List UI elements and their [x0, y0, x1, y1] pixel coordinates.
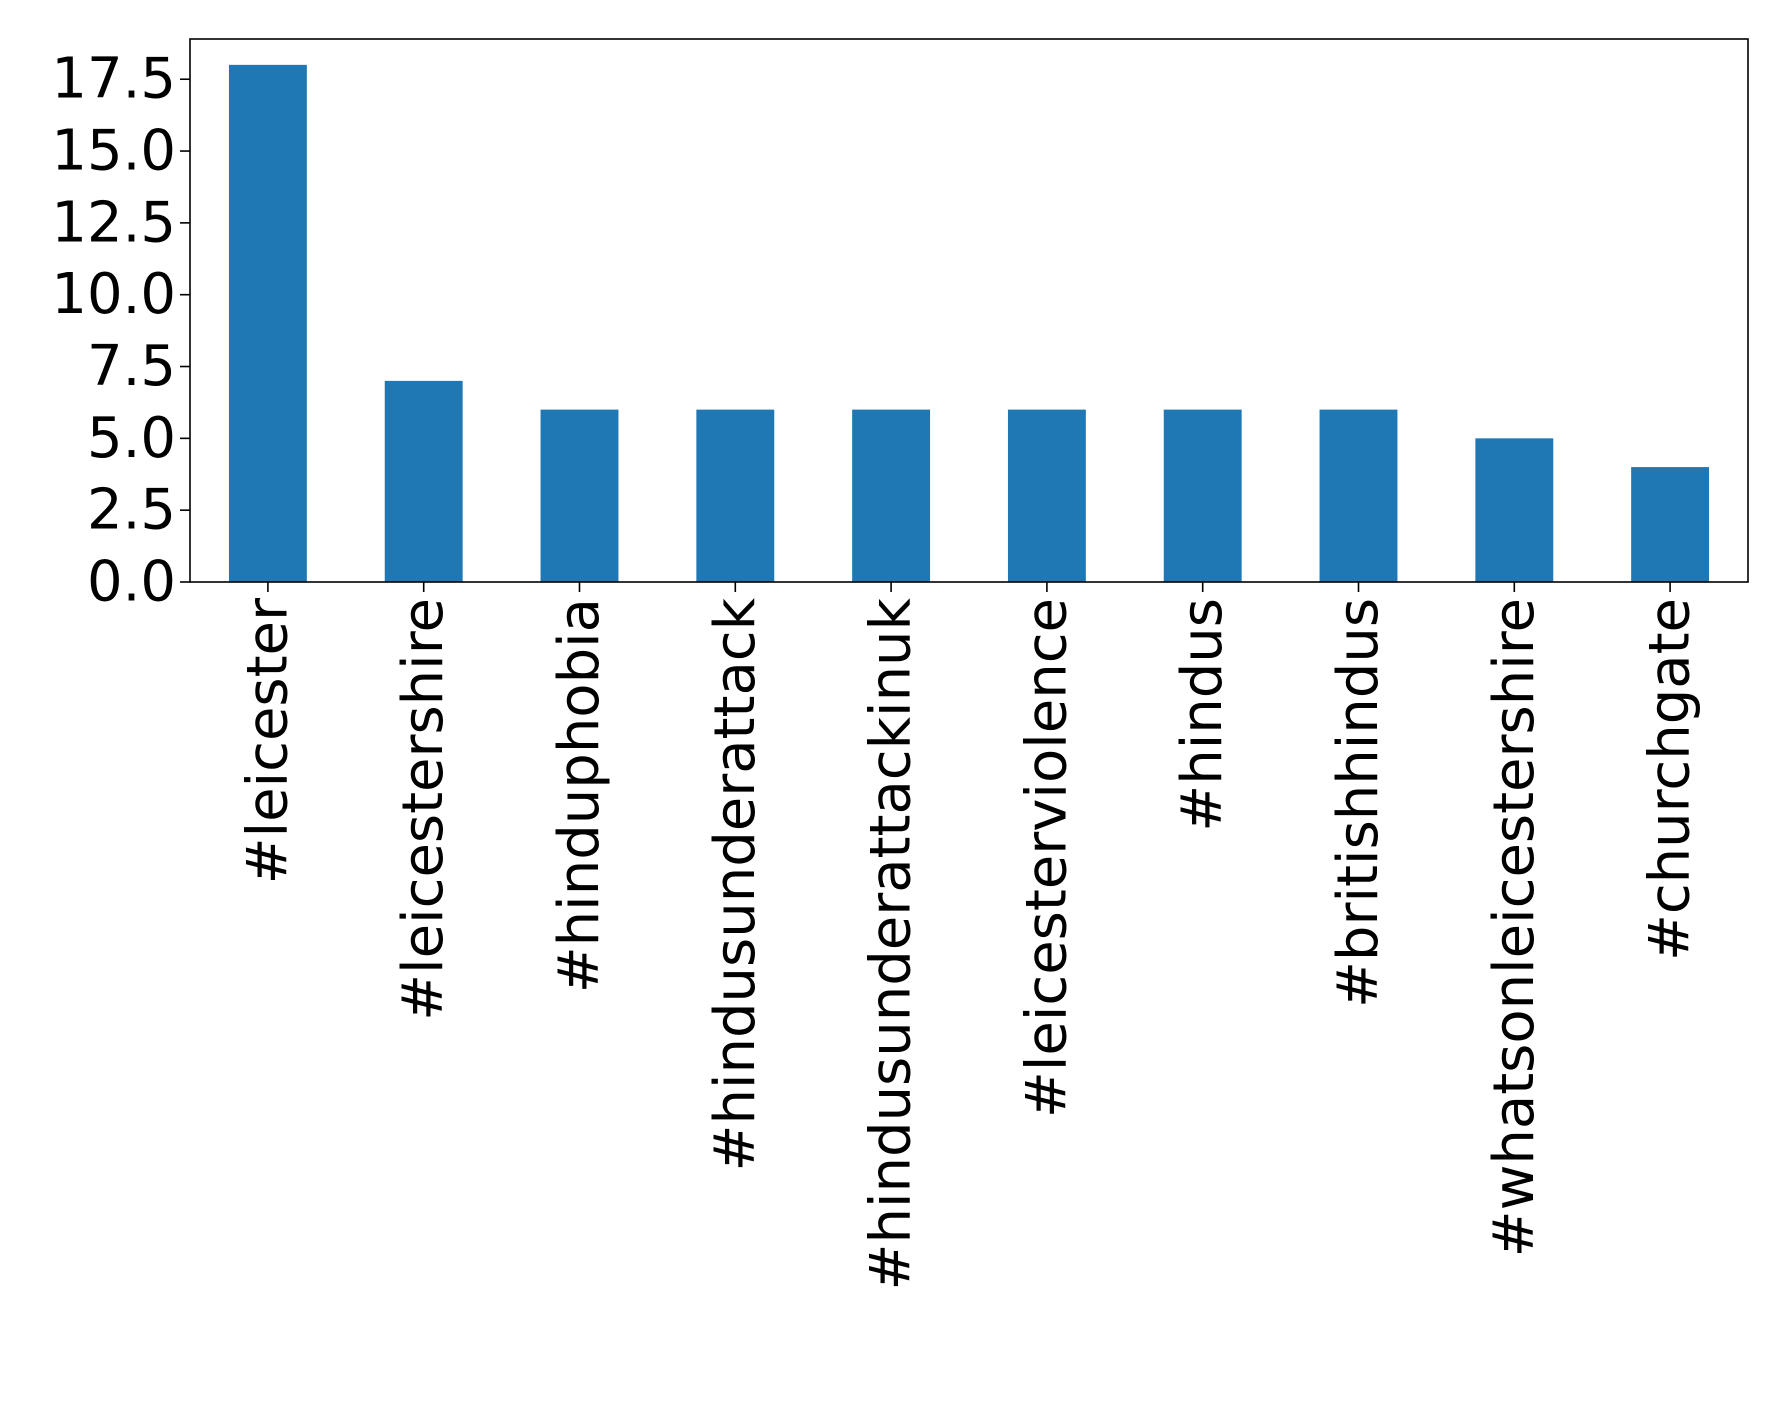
- bar-leicester: [228, 64, 307, 583]
- y-tick-label: 2.5: [87, 478, 176, 543]
- x-tick-label: #churchgate: [1638, 598, 1703, 961]
- bar-leicesterviolence: [1007, 409, 1086, 582]
- plot-frame: [189, 38, 1749, 583]
- x-tick-label: #hindusunderattack: [703, 597, 768, 1171]
- x-tick-label: #leicestershire: [391, 598, 456, 1021]
- y-axis: 0.0 2.5 5.0 7.5 10.0 12.515.0 17.5: [51, 47, 190, 615]
- bar-britishhindus: [1319, 409, 1398, 582]
- y-tick-label: 12.5: [51, 190, 176, 255]
- x-tick-label: #leicester: [235, 597, 300, 884]
- x-tick-label: #whatsonleicestershire: [1482, 598, 1547, 1257]
- y-tick-label: 0.0: [87, 550, 176, 615]
- bar-leicestershire: [384, 380, 463, 582]
- bar-whatsonleicestershire: [1475, 438, 1554, 582]
- bar-hindus: [1163, 409, 1242, 582]
- bar-hindusunderattackinuk: [852, 409, 931, 582]
- y-tick-label: 5.0: [87, 406, 176, 471]
- y-tick-label: 15.0: [51, 119, 176, 184]
- y-tick-label: 17.5: [51, 47, 176, 112]
- x-tick-label: #hindus: [1170, 598, 1235, 832]
- y-tick-label: 10.0: [51, 262, 176, 327]
- bar-hindusunderattack: [696, 409, 775, 582]
- bar-hinduphobia: [540, 409, 619, 582]
- bar-churchgate: [1631, 467, 1710, 582]
- x-tick-label: #leicesterviolence: [1014, 598, 1079, 1118]
- x-tick-label: #hindusunderattackinuk: [859, 597, 924, 1290]
- y-tick-label: 7.5: [87, 334, 176, 399]
- bars-group: [228, 64, 1710, 583]
- x-axis: #leicester #leicestershire #hinduphobia #hi…: [235, 582, 1703, 1290]
- x-tick-label: #hinduphobia: [547, 598, 612, 993]
- x-tick-label: #britishhindus: [1326, 598, 1391, 1008]
